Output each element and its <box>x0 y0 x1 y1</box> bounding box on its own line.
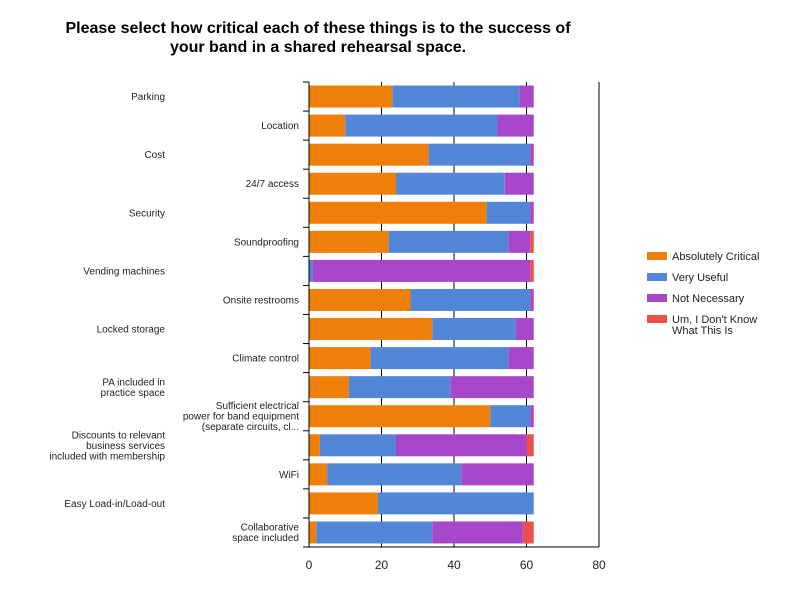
bar-segment <box>486 201 531 224</box>
bar-segment <box>508 347 534 370</box>
legend[interactable]: Absolutely Critical Very Useful Not Necess… <box>647 251 759 337</box>
category-label: Soundproofing <box>234 237 299 248</box>
legend-swatch <box>647 315 667 323</box>
bar-segment <box>526 434 534 457</box>
category-label: PA included in practice space <box>101 377 166 399</box>
bar-segment <box>490 405 531 428</box>
bar-segment <box>396 172 505 195</box>
category-label: Easy Load-in/Load-out <box>64 499 165 510</box>
bar-segment <box>370 347 509 370</box>
bar-segment <box>309 318 433 341</box>
bar-segment <box>388 230 509 253</box>
legend-label[interactable]: Very Useful <box>672 272 728 284</box>
bar-segment <box>316 521 433 544</box>
x-tick-label: 80 <box>592 558 606 572</box>
category-label: Parking <box>131 92 165 103</box>
chart-title-line: Please select how critical each of these… <box>65 20 571 37</box>
bar-segment <box>450 376 534 399</box>
bar-segment <box>432 521 523 544</box>
bar-segment <box>432 318 516 341</box>
bar-segment <box>309 259 313 282</box>
category-label: Sufficient electrical power for band equi… <box>183 401 299 433</box>
bar-segment <box>309 85 393 108</box>
bar-segment <box>309 434 320 457</box>
chart-title-line: your band in a shared rehearsal space. <box>170 39 466 56</box>
x-tick-label: 60 <box>520 558 534 572</box>
chart-title: Please select how critical each of these… <box>65 20 571 56</box>
category-label: Security <box>129 208 165 219</box>
x-tick-labels: 0 20 40 60 80 <box>306 558 606 572</box>
bar-segment <box>530 405 534 428</box>
bar-segment <box>312 259 531 282</box>
bar-segment <box>428 143 531 166</box>
category-label: Collaborative space included <box>232 523 299 545</box>
category-label: Locked storage <box>97 325 166 336</box>
bar-segment <box>309 376 349 399</box>
bar-segment <box>522 521 534 544</box>
bar-segment <box>309 347 371 370</box>
bars <box>309 85 534 544</box>
category-label: Cost <box>144 150 165 161</box>
bar-segment <box>345 114 498 137</box>
category-label: Location <box>261 121 299 132</box>
bar-segment <box>309 230 389 253</box>
category-label: 24/7 access <box>246 179 299 190</box>
legend-swatch <box>647 252 667 260</box>
legend-label[interactable]: Um, I Don't Know What This Is <box>672 314 757 337</box>
bar-segment <box>309 143 429 166</box>
bar-segment <box>530 288 534 311</box>
bar-segment <box>319 434 396 457</box>
category-label: Climate control <box>232 354 299 365</box>
bar-segment <box>309 288 411 311</box>
bar-segment <box>530 143 534 166</box>
bar-segment <box>410 288 531 311</box>
bar-segment <box>348 376 451 399</box>
bar-segment <box>309 463 328 486</box>
category-labels: Parking Location Cost 24/7 access Security So… <box>49 92 299 544</box>
category-label: Onsite restrooms <box>223 295 299 306</box>
x-tick-label: 20 <box>375 558 389 572</box>
bar-segment <box>497 114 534 137</box>
category-label: Discounts to relevant business services in… <box>49 430 165 462</box>
bar-segment <box>396 434 527 457</box>
bar-segment <box>309 405 491 428</box>
legend-swatch <box>647 294 667 302</box>
category-label: WiFi <box>279 470 299 481</box>
bar-segment <box>309 492 378 515</box>
bar-segment <box>508 230 531 253</box>
x-tick-label: 40 <box>447 558 461 572</box>
category-label: Vending machines <box>83 266 165 277</box>
bar-segment <box>504 172 534 195</box>
bar-segment <box>461 463 534 486</box>
legend-label[interactable]: Absolutely Critical <box>672 251 759 263</box>
bar-segment <box>309 114 346 137</box>
bar-segment <box>515 318 534 341</box>
axes <box>303 81 599 548</box>
legend-swatch <box>647 273 667 281</box>
legend-label[interactable]: Not Necessary <box>672 293 745 305</box>
bar-segment <box>392 85 520 108</box>
bar-segment <box>530 259 534 282</box>
bar-segment <box>377 492 534 515</box>
bar-segment <box>309 201 487 224</box>
bar-segment <box>309 172 396 195</box>
bar-segment <box>327 463 462 486</box>
bar-segment <box>530 230 534 253</box>
bar-segment <box>530 201 534 224</box>
x-tick-label: 0 <box>306 558 313 572</box>
bar-segment <box>309 521 317 544</box>
bar-segment <box>519 85 534 108</box>
